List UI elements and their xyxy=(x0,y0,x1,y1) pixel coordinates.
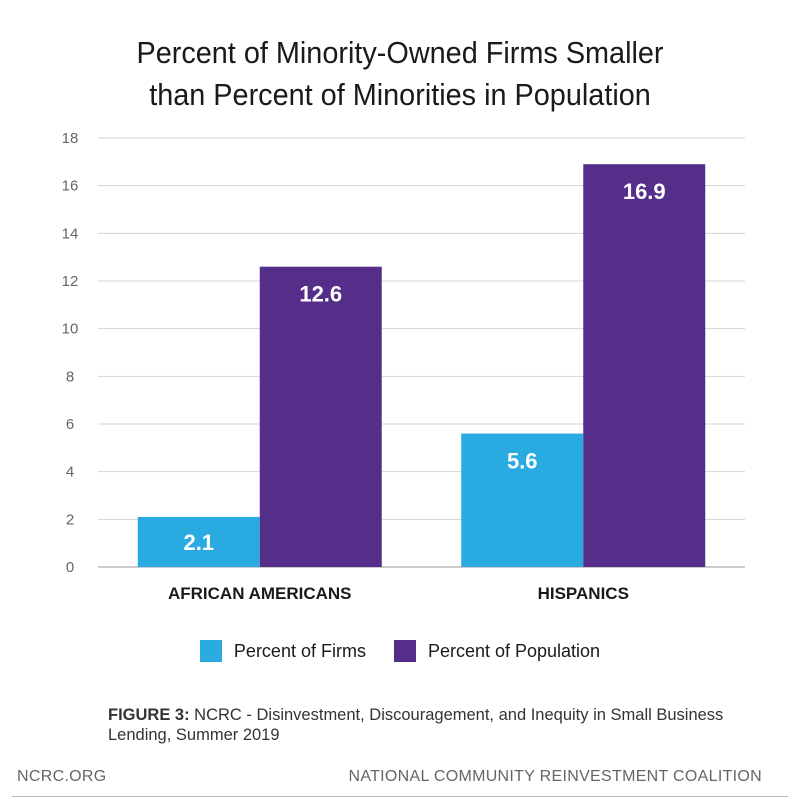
chart-title: Percent of Minority-Owned Firms Smaller … xyxy=(28,32,772,116)
bar-hispanics-percent-of-firms xyxy=(461,433,584,567)
data-label-african-americans-percent-of-firms: 2.1 xyxy=(183,530,214,555)
bar-african-americans-percent-of-population xyxy=(259,266,382,567)
y-axis-ticks: 0 2 4 6 8 10 12 14 16 18 xyxy=(62,130,79,576)
chart-title-line-1: Percent of Minority-Owned Firms Smaller xyxy=(136,35,664,70)
caption-figure-label: FIGURE 3: xyxy=(108,706,190,724)
footer-website: NCRC.ORG xyxy=(17,768,107,785)
chart-title-line-2: than Percent of Minorities in Population xyxy=(149,77,651,112)
caption-text: NCRC - Disinvestment, Discouragement, an… xyxy=(108,706,724,744)
legend-swatch-population xyxy=(393,640,416,662)
y-tick-label-18: 18 xyxy=(62,130,79,147)
bar-chart: 0 2 4 6 8 10 12 14 16 18 2.1 12.6 5.6 16.9 AFRICAN A… xyxy=(62,130,745,603)
y-tick-label-6: 6 xyxy=(66,416,74,433)
legend-swatch-firms xyxy=(199,640,222,662)
footer-organization: NATIONAL COMMUNITY REINVESTMENT COALITIO… xyxy=(348,768,762,785)
y-tick-label-12: 12 xyxy=(62,273,79,290)
legend: Percent of Firms Percent of Population xyxy=(0,640,800,662)
y-tick-label-14: 14 xyxy=(62,225,79,242)
data-label-hispanics-percent-of-firms: 5.6 xyxy=(507,449,538,474)
y-tick-label-10: 10 xyxy=(62,321,79,338)
y-tick-label-8: 8 xyxy=(66,368,74,385)
data-label-african-americans-percent-of-population: 12.6 xyxy=(299,282,342,307)
x-category-label-1: HISPANICS xyxy=(538,584,629,603)
data-labels: 2.1 12.6 5.6 16.9 xyxy=(183,179,665,555)
data-label-hispanics-percent-of-population: 16.9 xyxy=(623,179,666,204)
bars xyxy=(137,164,706,567)
bar-hispanics-percent-of-population xyxy=(583,164,706,567)
figure-caption: FIGURE 3: NCRC - Disinvestment, Discoura… xyxy=(108,705,728,745)
legend-item-firms: Percent of Firms xyxy=(199,640,366,662)
legend-item-population: Percent of Population xyxy=(393,640,601,662)
legend-label-firms: Percent of Firms xyxy=(233,640,366,661)
y-tick-label-4: 4 xyxy=(66,464,74,481)
legend-label-population: Percent of Population xyxy=(427,640,601,661)
bar-african-americans-percent-of-firms xyxy=(137,516,260,567)
x-axis-categories: AFRICAN AMERICANS HISPANICS xyxy=(168,584,629,603)
y-tick-label-0: 0 xyxy=(66,559,74,576)
y-tick-label-16: 16 xyxy=(62,178,79,195)
footer-divider xyxy=(12,796,788,797)
x-category-label-0: AFRICAN AMERICANS xyxy=(168,584,352,603)
y-tick-label-2: 2 xyxy=(66,511,74,528)
